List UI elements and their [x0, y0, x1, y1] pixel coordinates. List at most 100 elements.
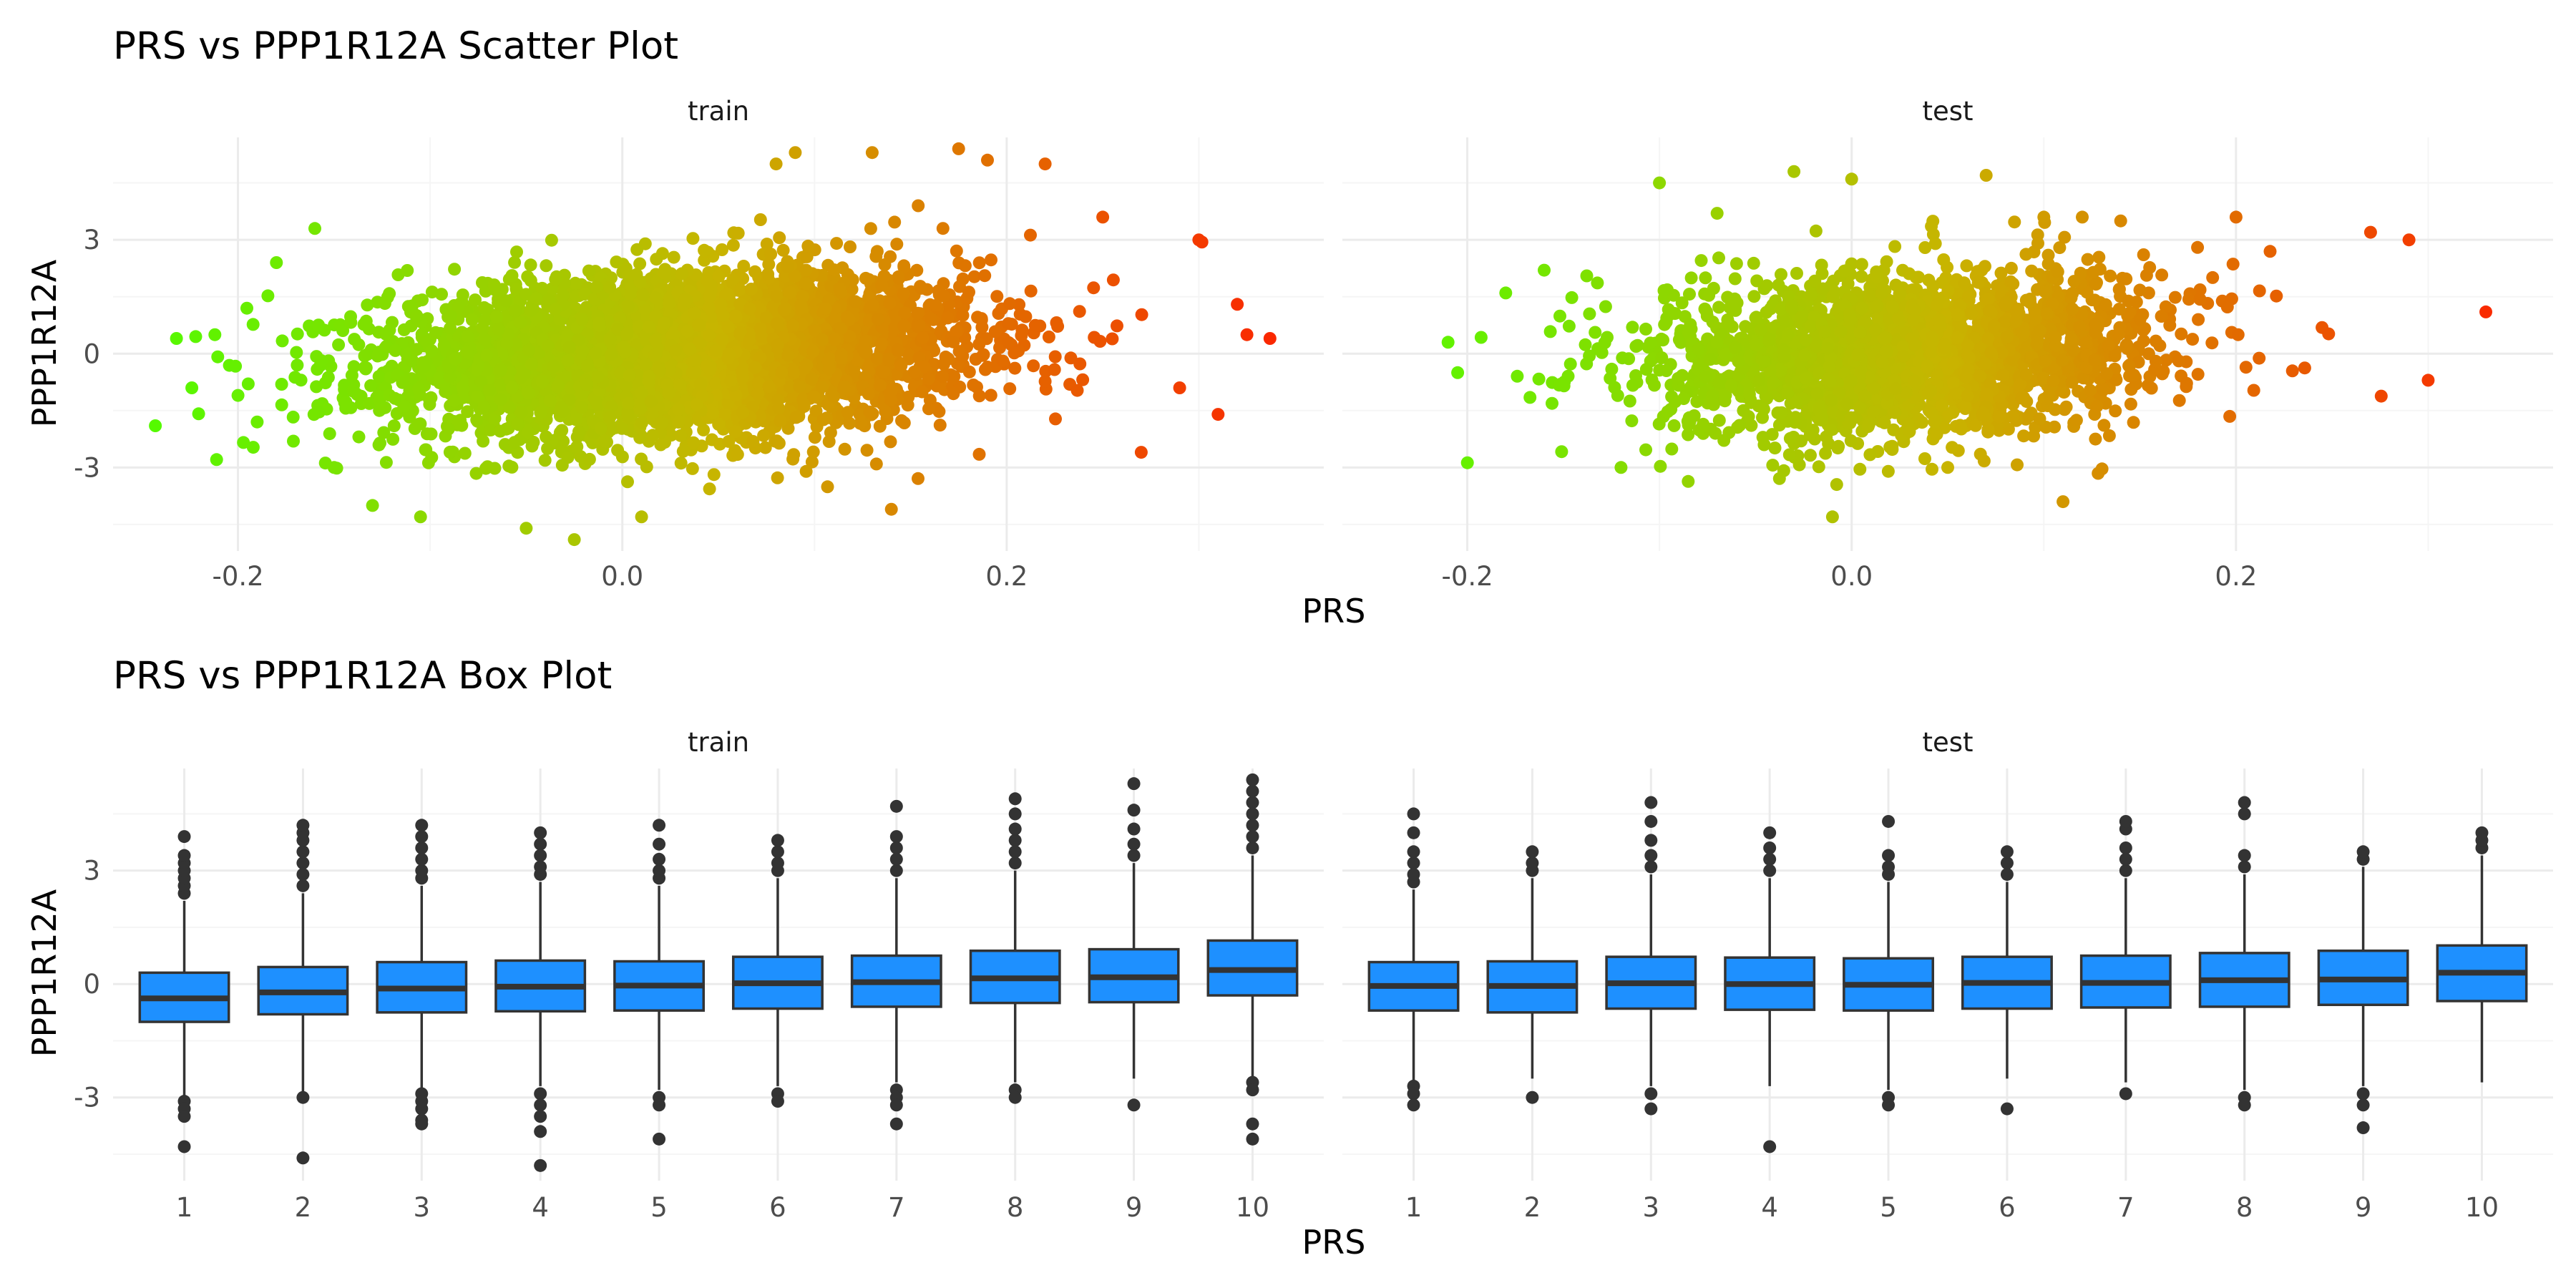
- scatter-point: [743, 332, 757, 346]
- scatter-point: [561, 353, 575, 367]
- scatter-point: [290, 346, 303, 359]
- scatter-point: [532, 346, 545, 360]
- scatter-point: [956, 308, 970, 322]
- scatter-point: [572, 425, 585, 439]
- scatter-point: [731, 226, 745, 240]
- scatter-point: [192, 407, 205, 421]
- scatter-point: [2011, 458, 2024, 472]
- scatter-point: [958, 259, 972, 273]
- scatter-point: [869, 457, 883, 471]
- scatter-point: [635, 452, 648, 466]
- scatter-point: [633, 257, 647, 270]
- scatter-point: [911, 320, 924, 333]
- scatter-point: [2092, 250, 2106, 264]
- scatter-point: [933, 419, 947, 432]
- scatter-point: [1087, 281, 1101, 295]
- scatter-point: [914, 281, 928, 295]
- scatter-point: [540, 259, 553, 273]
- scatter-point: [837, 380, 851, 394]
- scatter-point: [636, 288, 650, 301]
- scatter-point: [1994, 266, 2008, 280]
- scatter-point: [1855, 270, 1868, 283]
- scatter-point: [286, 410, 300, 424]
- scatter-point: [622, 396, 635, 410]
- scatter-point: [478, 333, 492, 346]
- scatter-point: [514, 316, 527, 329]
- scatter-point: [461, 345, 474, 358]
- scatter-point: [952, 142, 965, 155]
- scatter-point: [562, 393, 576, 406]
- scatter-point: [930, 298, 943, 312]
- scatter-point: [624, 287, 638, 301]
- scatter-point: [379, 456, 393, 469]
- scatter-point: [461, 329, 474, 343]
- scatter-point: [967, 270, 981, 283]
- scatter-point: [522, 386, 535, 400]
- scatter-point: [649, 333, 662, 347]
- scatter-point: [1106, 332, 1119, 346]
- scatter-point: [379, 328, 393, 341]
- scatter-point: [315, 354, 328, 367]
- scatter-point: [952, 345, 966, 358]
- scatter-point: [621, 475, 634, 489]
- scatter-point: [372, 370, 386, 384]
- scatter-point: [489, 311, 503, 324]
- scatter-point: [1881, 464, 1895, 478]
- scatter-point: [753, 351, 767, 364]
- scatter-point: [642, 320, 655, 333]
- scatter-point: [838, 442, 852, 456]
- scatter-point: [396, 376, 409, 389]
- scatter-point: [452, 301, 465, 314]
- scatter-point: [698, 243, 711, 257]
- scatter-point: [653, 364, 667, 377]
- scatter-point: [620, 328, 633, 341]
- scatter-point: [401, 264, 414, 277]
- scatter-point: [621, 300, 635, 313]
- scatter-point: [2193, 283, 2207, 296]
- scatter-point: [975, 321, 989, 334]
- scatter-point: [758, 441, 772, 454]
- scatter-point: [897, 260, 911, 274]
- scatter-point: [878, 258, 892, 271]
- scatter-point: [967, 379, 980, 391]
- scatter-point: [439, 385, 452, 399]
- scatter-point: [508, 255, 522, 269]
- scatter-point: [519, 522, 533, 535]
- scatter-point: [971, 311, 985, 324]
- scatter-point: [1038, 157, 1052, 171]
- scatter-point: [894, 359, 908, 373]
- scatter-point: [830, 237, 844, 250]
- scatter-point: [686, 462, 699, 475]
- scatter-point: [237, 436, 250, 449]
- scatter-point: [1562, 319, 1576, 333]
- scatter-point: [570, 440, 584, 454]
- scatter-point: [639, 358, 653, 371]
- scatter-point: [1583, 307, 1596, 321]
- scatter-point: [882, 353, 895, 366]
- scatter-point: [1555, 445, 1568, 459]
- scatter-point: [522, 426, 535, 439]
- scatter-point: [630, 243, 644, 256]
- scatter-point: [2172, 394, 2186, 407]
- scatter-point: [287, 434, 300, 448]
- scatter-point: [1655, 351, 1669, 364]
- scatter-point: [534, 406, 547, 419]
- scatter-point: [509, 282, 523, 296]
- scatter-point: [687, 436, 701, 449]
- scatter-point: [635, 386, 648, 400]
- scatter-point: [833, 282, 847, 296]
- scatter-point: [372, 438, 386, 452]
- scatter-train-x-ticks: -0.2 0.0 0.2: [212, 561, 1028, 592]
- scatter-point: [643, 369, 656, 383]
- scatter-point: [721, 288, 735, 301]
- scatter-point: [748, 265, 762, 278]
- scatter-point: [2089, 432, 2102, 446]
- scatter-point: [425, 451, 439, 464]
- scatter-point: [815, 380, 829, 394]
- scatter-point: [821, 480, 834, 494]
- scatter-point: [789, 411, 803, 424]
- scatter-point: [771, 338, 784, 352]
- scatter-point: [604, 423, 618, 436]
- scatter-point: [481, 460, 494, 474]
- scatter-point: [1263, 332, 1277, 345]
